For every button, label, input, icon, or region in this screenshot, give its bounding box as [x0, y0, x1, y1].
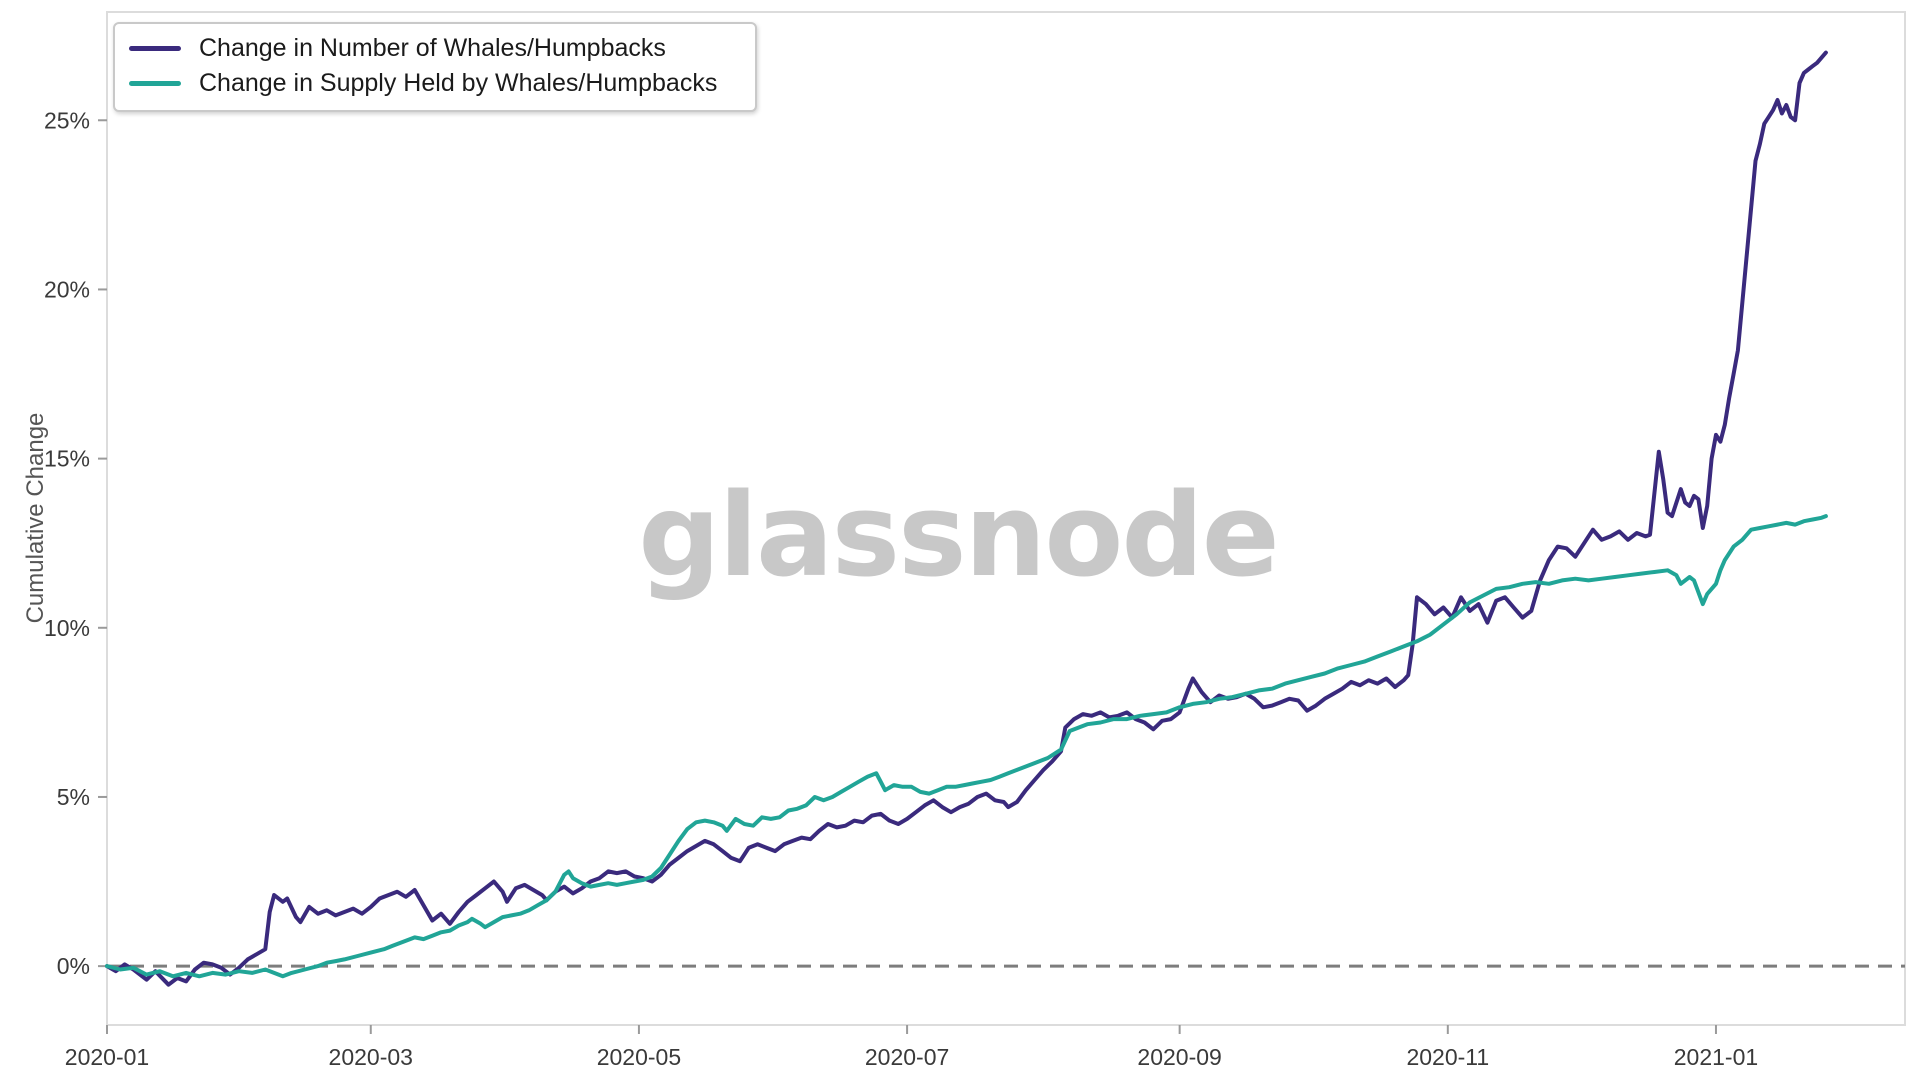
series-layer [105, 50, 1828, 987]
whale-count-line-swatch [129, 46, 181, 51]
series-line-supply-held [105, 514, 1828, 979]
x-tick-label: 2020-07 [865, 1044, 949, 1070]
x-tick-label: 2020-09 [1137, 1044, 1221, 1070]
legend-label-supply-held: Change in Supply Held by Whales/Humpback… [199, 69, 718, 97]
glassnode-watermark: glassnode [638, 469, 1279, 603]
legend-item-whale-count[interactable]: Change in Number of Whales/Humpbacks [129, 34, 717, 63]
x-tick-label: 2021-01 [1674, 1044, 1758, 1070]
y-tick-label: 25% [44, 107, 90, 133]
plot-border [106, 11, 1906, 1026]
axes-layer: 2020-01 2020-03 2020-05 2020-07 2020-09 2020-… [44, 11, 1906, 1070]
y-tick-label: 10% [44, 615, 90, 641]
y-tick-label: 5% [57, 784, 90, 810]
x-tick-label: 2020-01 [65, 1044, 149, 1070]
x-tick-label: 2020-11 [1406, 1044, 1489, 1070]
legend-label-whale-count: Change in Number of Whales/Humpbacks [199, 34, 666, 62]
supply-held-line-swatch [129, 81, 181, 86]
y-tick-label: 15% [44, 446, 90, 472]
x-tick-label: 2020-05 [597, 1044, 681, 1070]
legend-item-supply-held[interactable]: Change in Supply Held by Whales/Humpback… [129, 69, 717, 98]
chart-legend: Change in Number of Whales/Humpbacks Cha… [113, 22, 758, 112]
y-tick-label: 20% [44, 276, 90, 302]
y-axis-title: Cumulative Change [22, 412, 49, 624]
y-tick-label: 0% [57, 953, 90, 979]
series-line-whale-count [105, 50, 1828, 987]
x-tick-label: 2020-03 [329, 1044, 413, 1070]
